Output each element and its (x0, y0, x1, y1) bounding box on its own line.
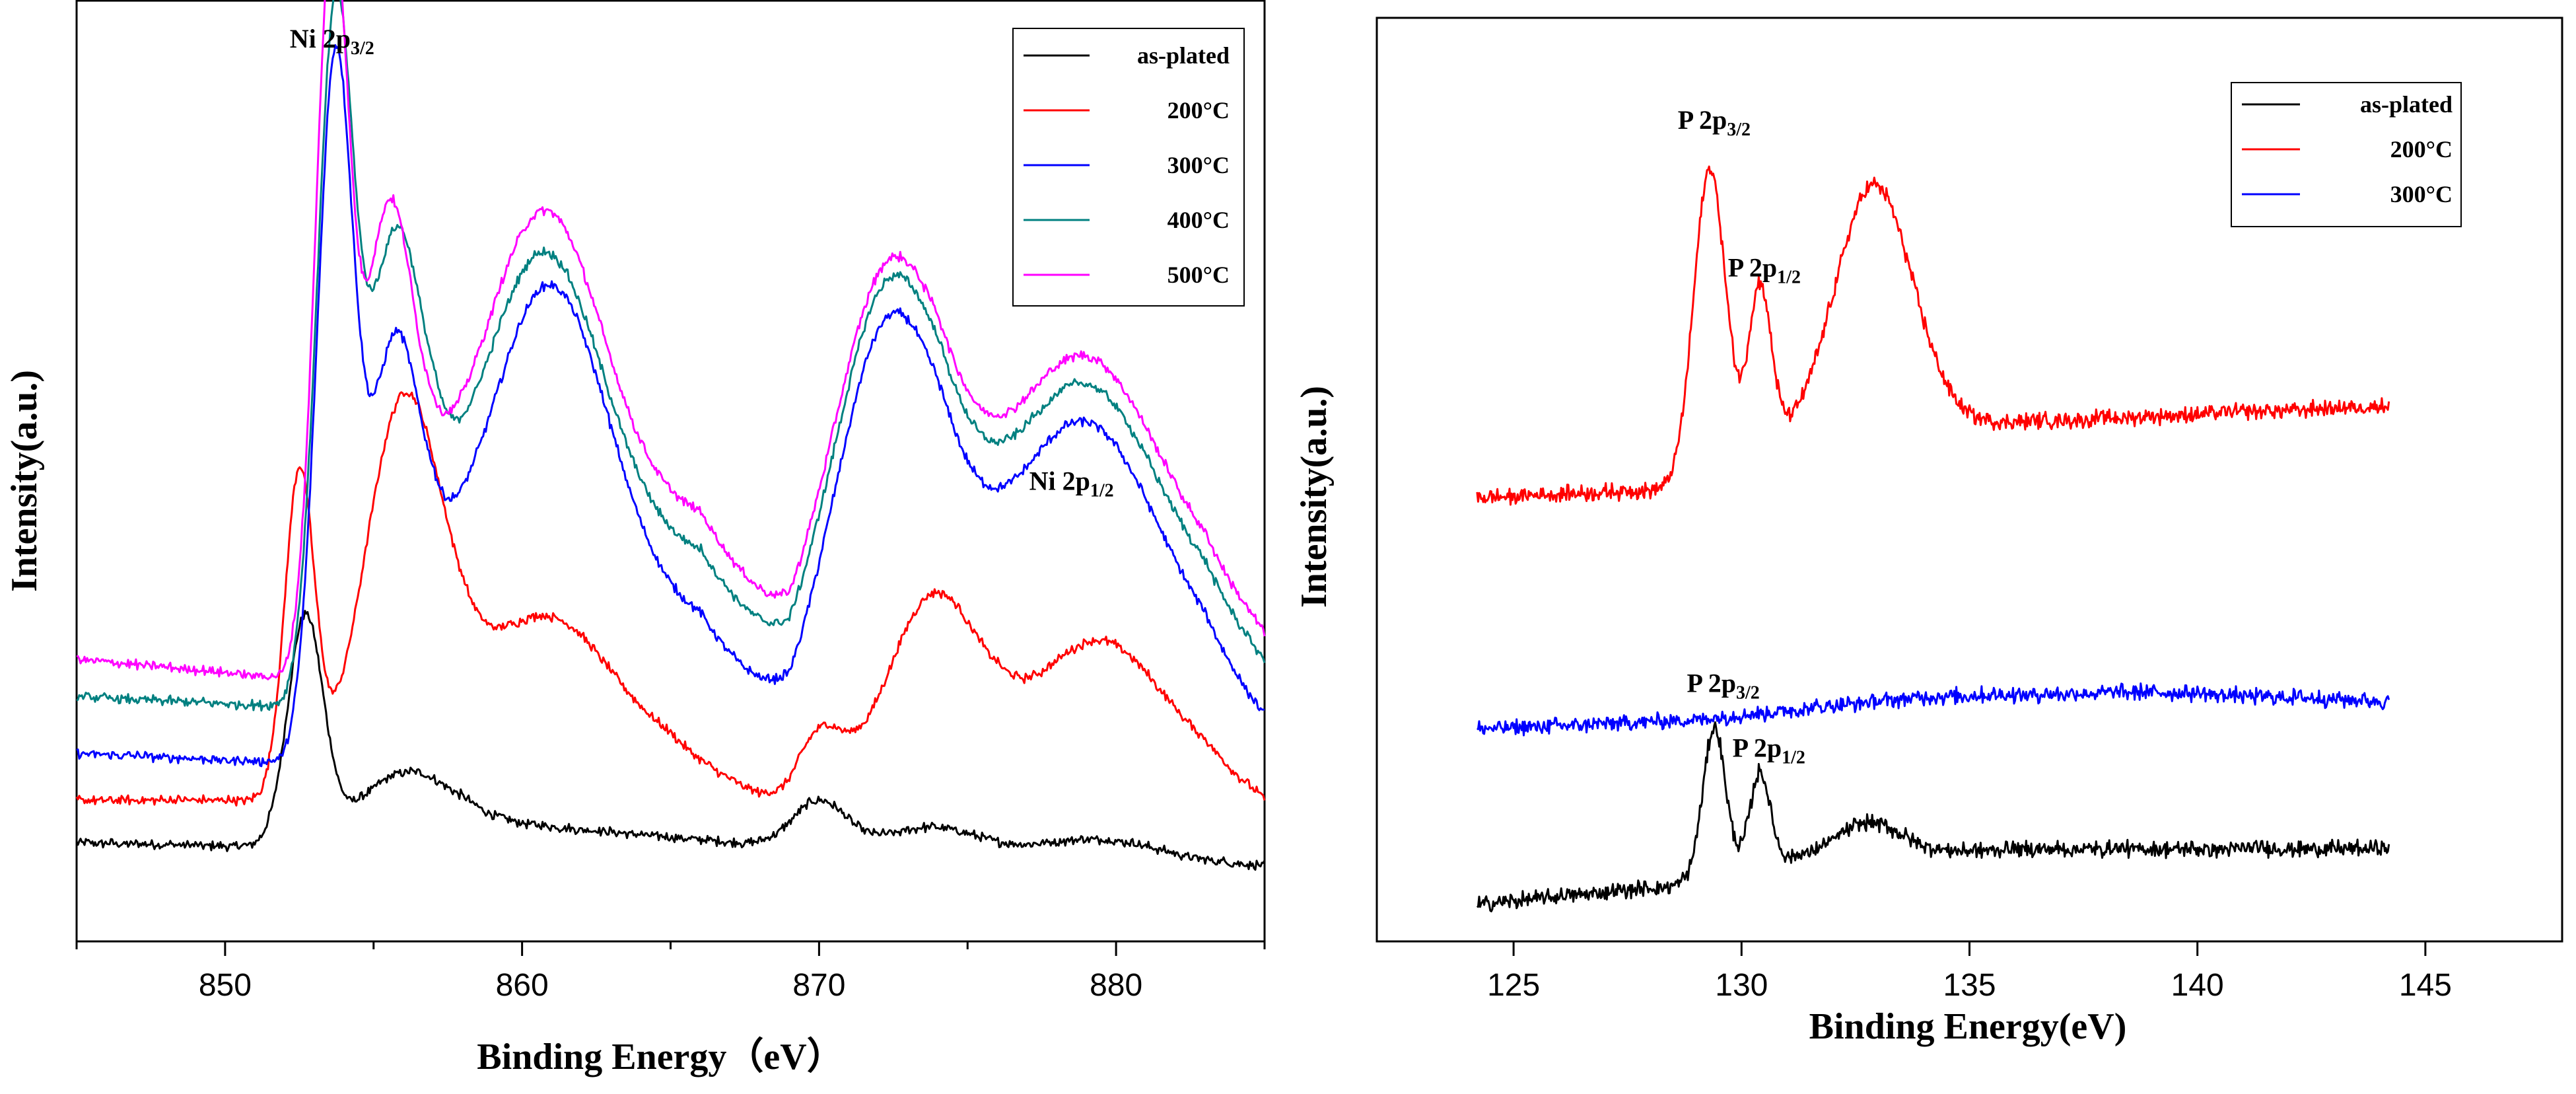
legend-box (1012, 28, 1245, 307)
series-line-asplated (1476, 721, 2390, 912)
x-tick-label: 850 (199, 968, 252, 1003)
series-line-500c (76, 0, 1266, 680)
x-axis-ticks: 125 130 135 140 145 (1487, 941, 2452, 1003)
series-line-400c (76, 0, 1266, 712)
chart-ni2p: 850 860 870 880 Ni 2p3/2Ni 2p1/2 as-plated2… (4, 0, 1266, 1077)
x-tick-label: 145 (2399, 968, 2452, 1003)
x-tick-label: 880 (1090, 968, 1142, 1003)
legend-label: 200°C (2390, 136, 2453, 163)
series-line-300c (1476, 682, 2390, 737)
x-axis-title: Binding Energy（eV） (477, 1036, 843, 1077)
x-tick-label: 870 (792, 968, 845, 1003)
series-line-300c (76, 44, 1265, 768)
p-curves (1476, 165, 2390, 912)
y-axis-title: Intensity(a.u.) (4, 370, 45, 592)
y-axis-title: Intensity(a.u.) (1294, 386, 1335, 608)
legend: as-plated 200°C 300°C 400°C 500°C (1012, 28, 1245, 307)
x-tick-label: 860 (496, 968, 549, 1003)
x-axis-ticks: 850 860 870 880 (75, 941, 1266, 1003)
legend-label: as-plated (2360, 91, 2453, 118)
x-tick-label: 135 (1943, 968, 1996, 1003)
series-line-200c (75, 391, 1266, 807)
legend-label: 400°C (1167, 207, 1230, 233)
x-axis-title: Binding Energy(eV) (1809, 1006, 2127, 1047)
legend-label: 200°C (1167, 97, 1230, 124)
legend-label: as-plated (1137, 42, 1230, 69)
x-tick-label: 140 (2171, 968, 2224, 1003)
series-line-200c (1476, 165, 2390, 506)
series-line-asplated (75, 610, 1266, 871)
legend: as-plated 200°C 300°C (2231, 82, 2462, 227)
legend-box (2231, 82, 2462, 227)
legend-label: 300°C (2390, 181, 2453, 207)
legend-label: 500°C (1167, 262, 1230, 288)
legend-label: 300°C (1167, 152, 1230, 178)
x-tick-label: 125 (1487, 968, 1540, 1003)
x-tick-label: 130 (1715, 968, 1768, 1003)
chart-p2p: 125 130 135 140 145 P 2p3/2P 2p1/2P 2p3/2P 2… (1294, 17, 2563, 1047)
ni-curves (75, 0, 1266, 871)
